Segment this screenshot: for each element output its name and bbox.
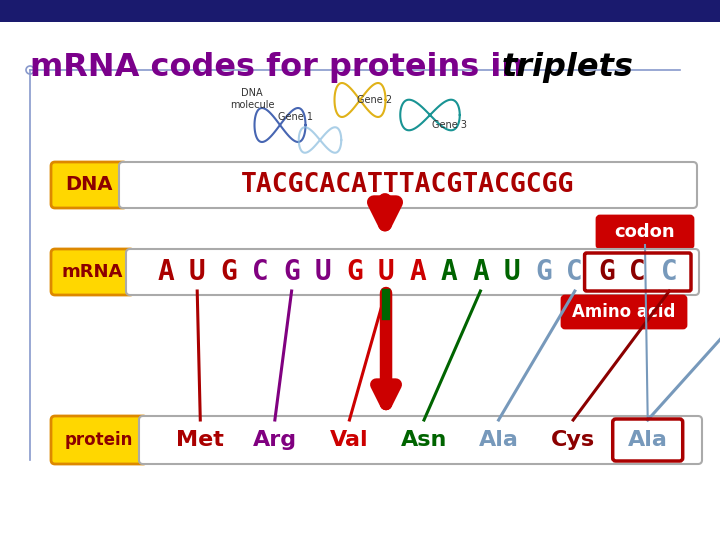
Text: mRNA codes for proteins in: mRNA codes for proteins in [30,52,535,83]
Text: G: G [598,258,615,286]
FancyBboxPatch shape [597,216,693,248]
Text: protein: protein [65,431,133,449]
Text: A: A [441,258,457,286]
Text: G: G [535,258,552,286]
Text: Arg: Arg [253,430,297,450]
Text: U: U [315,258,331,286]
Text: Gene 2: Gene 2 [357,95,392,105]
Text: U: U [503,258,521,286]
FancyBboxPatch shape [51,416,147,464]
Text: G: G [220,258,237,286]
FancyBboxPatch shape [562,296,686,328]
Text: Met: Met [176,430,224,450]
FancyBboxPatch shape [139,416,702,464]
Text: C: C [661,258,678,286]
FancyBboxPatch shape [126,249,699,295]
Text: A: A [472,258,489,286]
Text: Gene 3: Gene 3 [433,120,467,130]
Text: U: U [378,258,395,286]
FancyBboxPatch shape [119,162,697,208]
FancyBboxPatch shape [51,249,134,295]
Text: A: A [409,258,426,286]
Text: Val: Val [330,430,369,450]
Text: Ala: Ala [628,430,667,450]
Text: U: U [189,258,206,286]
Text: Ala: Ala [479,430,518,450]
FancyBboxPatch shape [51,162,127,208]
Text: Amino acid: Amino acid [572,303,675,321]
Text: C: C [252,258,269,286]
Text: triplets: triplets [502,52,634,83]
Text: DNA: DNA [66,176,113,194]
Text: G: G [346,258,363,286]
Bar [0,0,720,22]
Text: mRNA: mRNA [61,263,122,281]
Text: C: C [567,258,583,286]
Text: Cys: Cys [551,430,595,450]
Text: DNA
molecule: DNA molecule [230,88,274,110]
Text: A: A [158,258,174,286]
Text: G: G [283,258,300,286]
Text: C: C [629,258,646,286]
Text: Gene 1: Gene 1 [277,112,312,122]
Text: Asn: Asn [401,430,447,450]
Text: TACGCACATTTACGTACGCGG: TACGCACATTTACGTACGCGG [241,172,575,198]
Text: codon: codon [615,223,675,241]
